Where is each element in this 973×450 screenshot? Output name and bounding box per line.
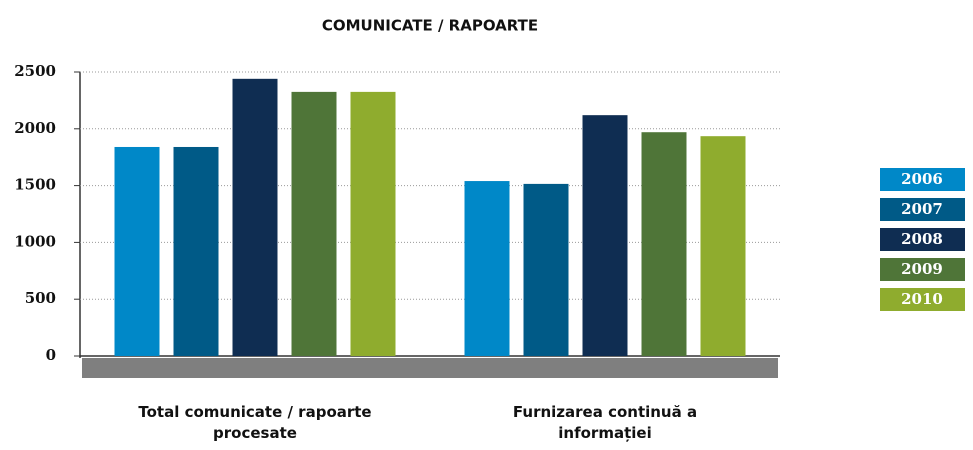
y-tick-label: 0 [46, 346, 56, 364]
bar [464, 181, 510, 356]
legend-swatch [880, 288, 965, 311]
legend-swatch [880, 228, 965, 251]
y-tick-label: 1000 [14, 232, 56, 250]
y-tick-label: 2000 [14, 119, 56, 137]
legend-label: 2009 [901, 260, 943, 278]
legend-label: 2008 [901, 230, 943, 248]
bar [523, 183, 569, 356]
bar [114, 146, 160, 356]
bar [700, 136, 746, 356]
y-tick-label: 1500 [14, 176, 56, 194]
legend-label: 2007 [901, 200, 943, 218]
bar [232, 78, 278, 356]
legend-label: 2006 [901, 170, 943, 188]
legend-swatch [880, 198, 965, 221]
y-tick-label: 2500 [14, 62, 56, 80]
axis-base [82, 358, 778, 378]
legend-swatch [880, 168, 965, 191]
y-tick-label: 500 [25, 289, 56, 307]
x-tick-label: Furnizarea continuă a informației [512, 403, 698, 442]
bar [350, 91, 396, 356]
bar [582, 115, 628, 356]
bar [641, 132, 687, 356]
legend-label: 2010 [901, 290, 943, 308]
bar [291, 91, 337, 356]
chart-title: COMUNICATE / RAPOARTE [322, 17, 538, 35]
x-tick-label: Total comunicate / rapoarte procesate [138, 403, 372, 442]
bar [173, 146, 219, 356]
legend-swatch [880, 258, 965, 281]
